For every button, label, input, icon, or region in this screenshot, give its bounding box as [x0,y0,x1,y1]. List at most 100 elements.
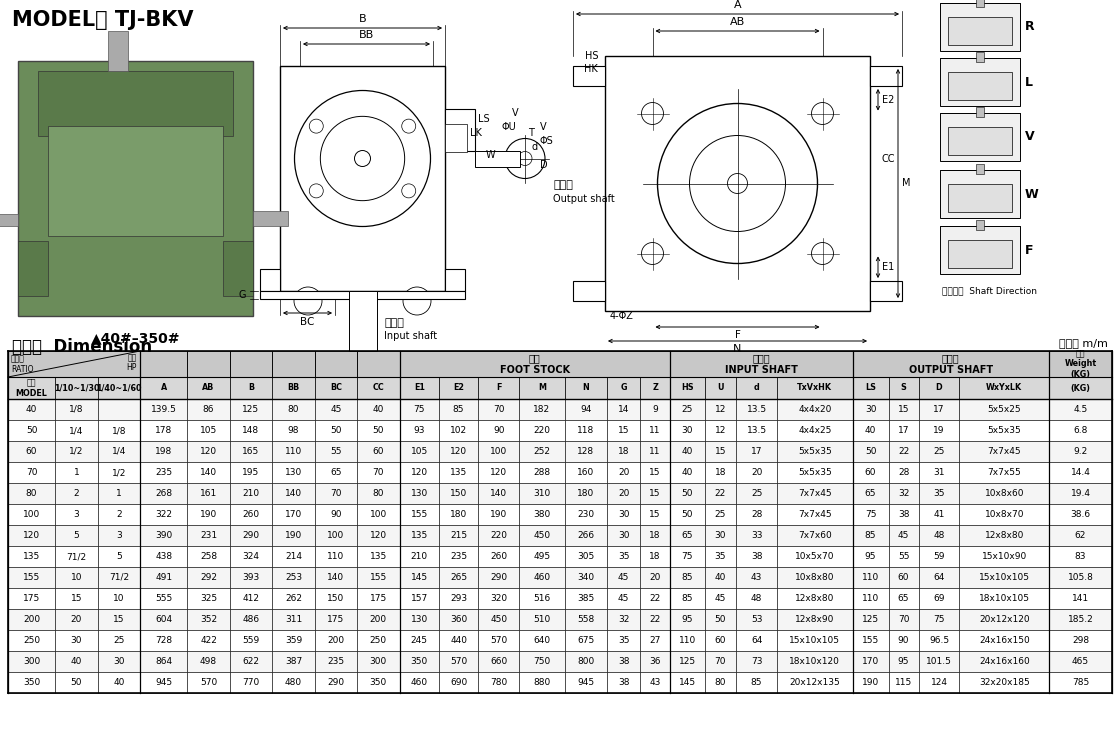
Text: D: D [540,160,548,171]
Bar [315,351,357,377]
Bar [888,630,918,651]
Text: 96.5: 96.5 [928,636,949,645]
Text: 690: 690 [450,678,467,687]
Bar [607,567,641,588]
Circle shape [812,102,833,125]
Bar [400,651,439,672]
Text: N: N [582,383,589,392]
Bar [55,504,97,525]
Text: 4.5: 4.5 [1073,405,1088,414]
Bar [852,504,888,525]
Text: 118: 118 [577,426,595,435]
Text: 210: 210 [411,552,428,561]
Circle shape [517,151,532,166]
Text: 320: 320 [491,594,507,603]
Text: 22: 22 [898,447,909,456]
Bar [439,504,478,525]
Text: 25: 25 [113,636,124,645]
Text: 86: 86 [203,405,214,414]
Text: 165: 165 [242,447,260,456]
Text: 65: 65 [330,468,342,477]
Bar [140,567,187,588]
Circle shape [728,174,747,193]
Text: 75: 75 [413,405,424,414]
Text: 50: 50 [682,510,693,519]
Bar [607,441,641,462]
Text: 101.5: 101.5 [926,657,952,666]
Bar [736,609,777,630]
Bar [777,672,852,693]
Text: E2: E2 [454,383,464,392]
Bar [478,567,519,588]
Text: 3: 3 [116,531,122,540]
Text: 105.8: 105.8 [1067,573,1093,582]
Bar [8,546,55,567]
Text: 1/2: 1/2 [69,447,84,456]
Bar [519,546,564,567]
Bar [187,651,230,672]
Bar [439,630,478,651]
Text: 130: 130 [411,489,428,498]
Bar [400,672,439,693]
Text: 70: 70 [898,615,909,624]
Text: 145: 145 [679,678,696,687]
Bar [704,504,736,525]
Text: L: L [1025,75,1033,89]
Text: 190: 190 [284,531,302,540]
Text: 25: 25 [682,405,693,414]
Text: 340: 340 [578,573,595,582]
Bar [439,651,478,672]
Circle shape [309,119,324,133]
Text: 60: 60 [715,636,726,645]
Text: 200: 200 [370,615,386,624]
Text: 140: 140 [327,573,345,582]
Text: 85: 85 [682,594,693,603]
Bar [315,609,357,630]
Text: 290: 290 [327,678,345,687]
Bar [940,58,1020,106]
Bar [478,462,519,483]
Text: 22: 22 [715,489,726,498]
Circle shape [812,242,833,265]
Text: 40: 40 [26,405,37,414]
Text: 555: 555 [155,594,172,603]
Text: 622: 622 [242,657,260,666]
Bar [888,441,918,462]
Bar [55,525,97,546]
Text: 18: 18 [650,531,661,540]
Bar [1049,651,1112,672]
Bar [223,241,253,296]
Text: 387: 387 [284,657,302,666]
Text: 120: 120 [450,447,467,456]
Text: 94: 94 [580,405,591,414]
Text: 390: 390 [155,531,172,540]
Text: 17: 17 [898,426,909,435]
Text: 80: 80 [373,489,384,498]
Text: 120: 120 [491,468,507,477]
Text: 100: 100 [327,531,345,540]
Bar [1049,504,1112,525]
Text: 53: 53 [750,615,763,624]
Text: 45: 45 [330,405,342,414]
Text: 190: 190 [199,510,217,519]
Text: 2: 2 [116,510,122,519]
Text: 73: 73 [750,657,763,666]
Bar [670,525,704,546]
Bar [8,399,55,420]
Bar [519,609,564,630]
Text: 945: 945 [578,678,595,687]
Circle shape [403,287,431,315]
Bar [704,399,736,420]
Bar [888,546,918,567]
Bar [230,377,272,399]
Bar [704,483,736,504]
Text: R: R [1025,20,1035,34]
Text: 95: 95 [865,552,876,561]
Text: 460: 460 [411,678,428,687]
Bar [97,504,140,525]
Text: 50: 50 [330,426,342,435]
Bar [272,588,315,609]
Text: 5x5x25: 5x5x25 [988,405,1021,414]
Text: 15x10x105: 15x10x105 [979,573,1029,582]
Text: 1/4: 1/4 [112,447,127,456]
